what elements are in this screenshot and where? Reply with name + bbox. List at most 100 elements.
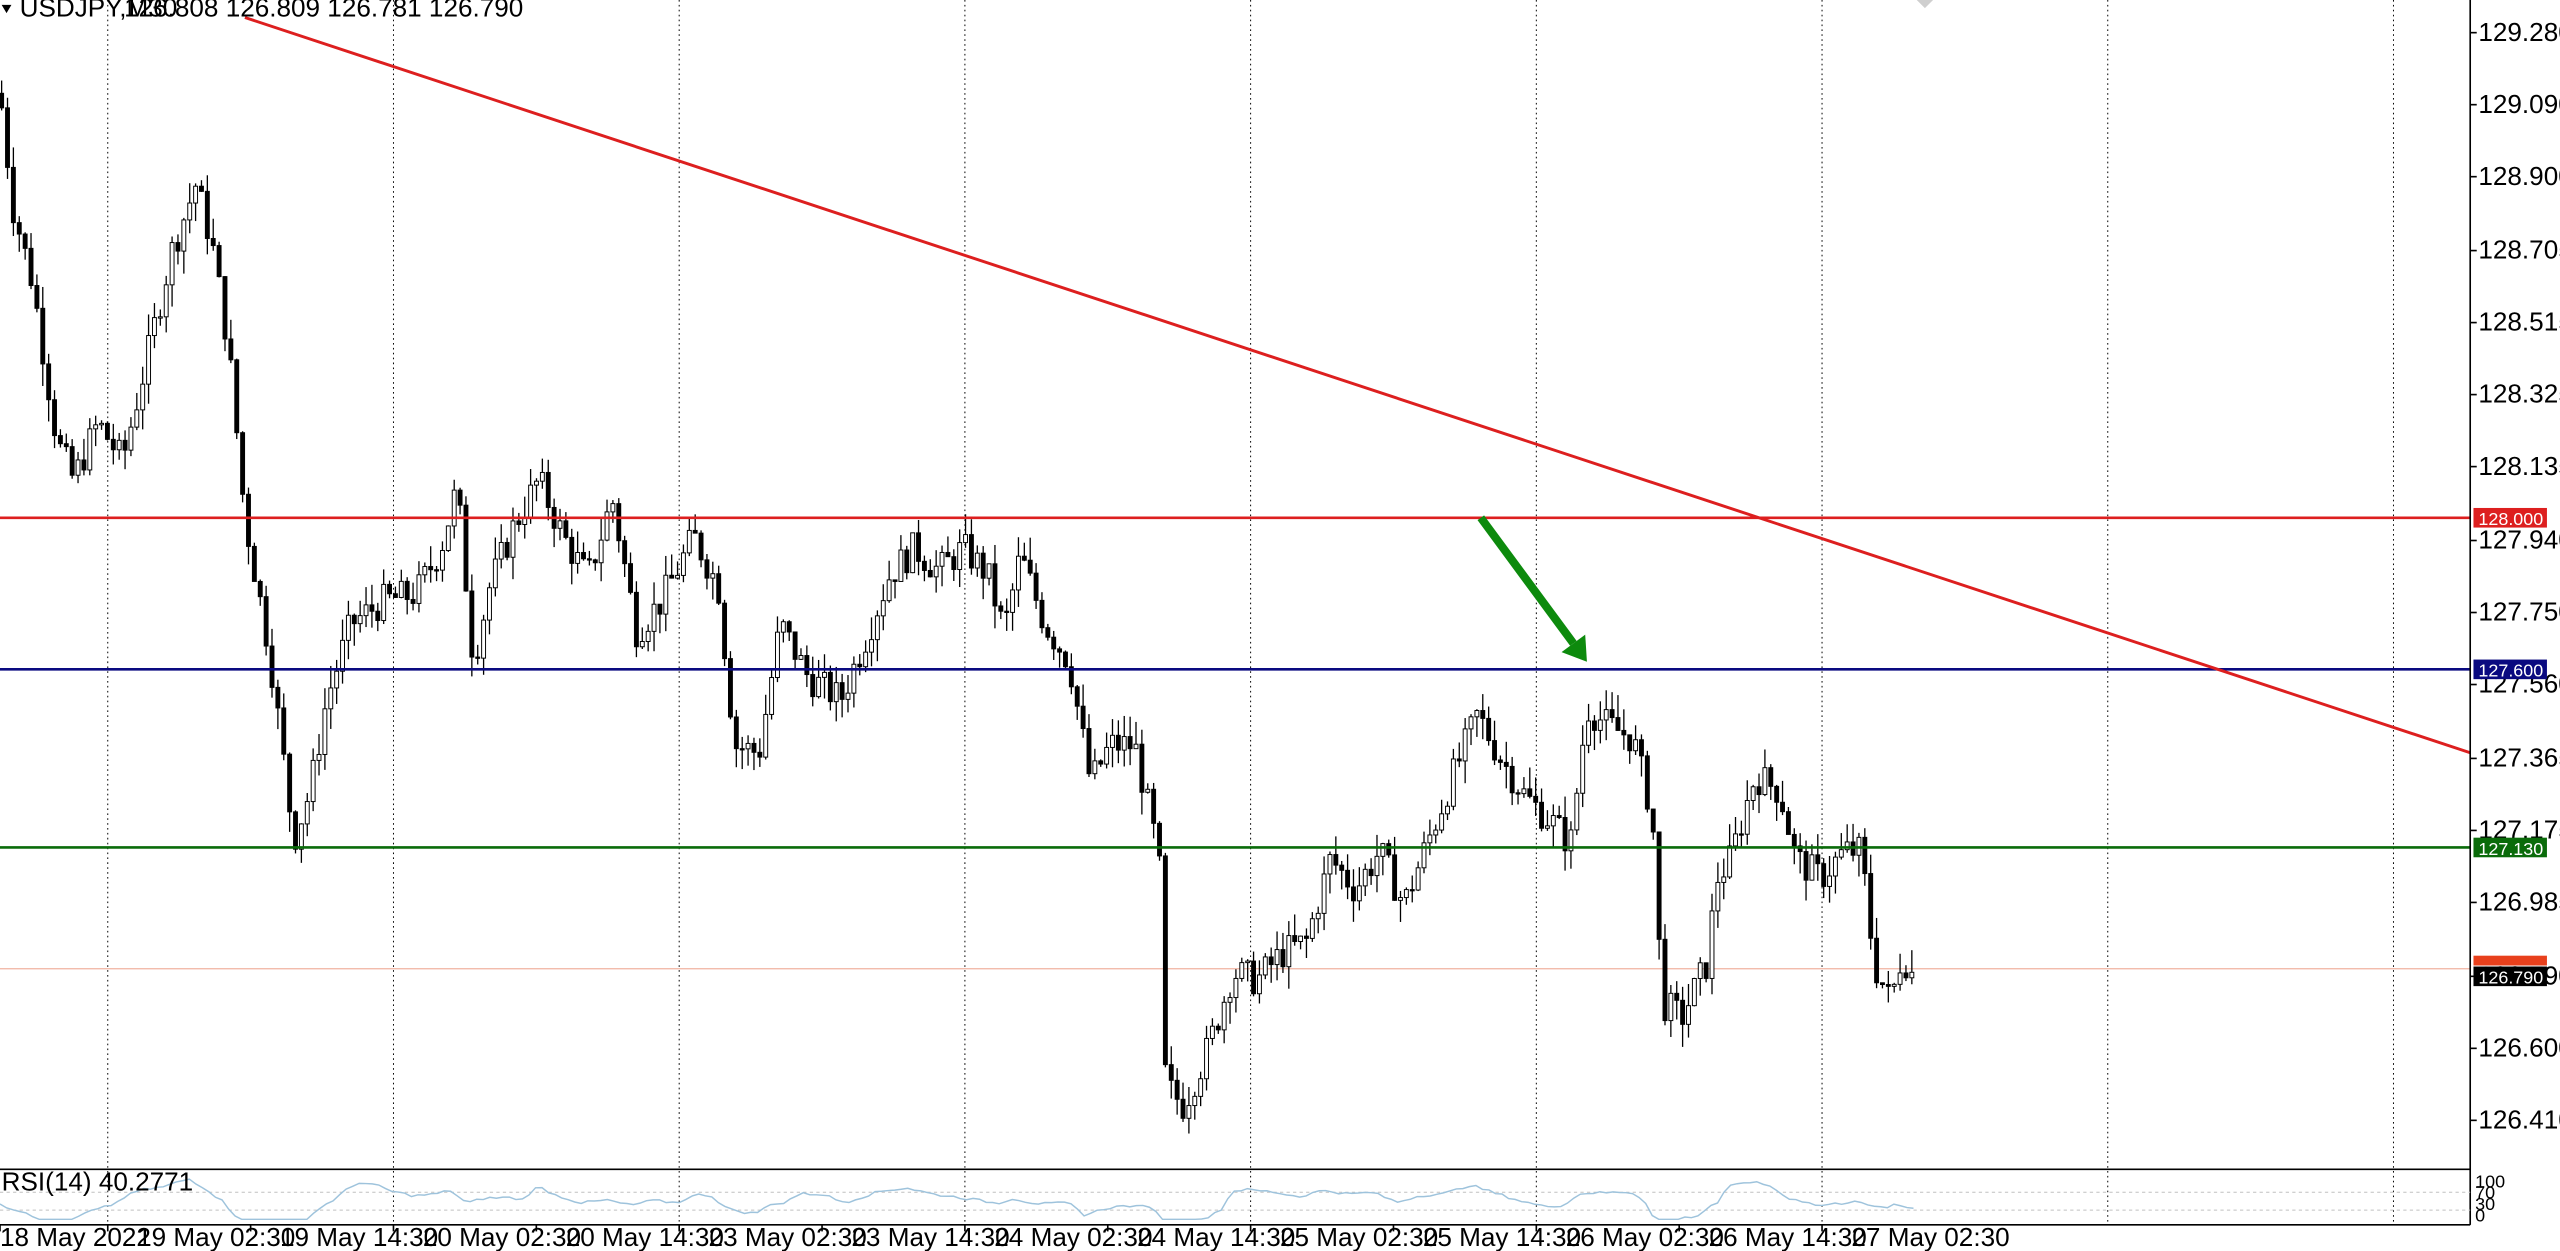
candle-body <box>110 438 116 451</box>
x-tick-label: 27 May 02:30 <box>1851 1222 2009 1251</box>
triangle-down-icon[interactable] <box>1 4 12 14</box>
candle-body <box>986 563 992 579</box>
candle-body <box>827 671 833 703</box>
price-tag-box-127.600 <box>2473 659 2547 680</box>
candle-body <box>1215 1025 1221 1031</box>
candle-body <box>1621 729 1627 736</box>
candle-body <box>1550 815 1556 827</box>
candle-body <box>680 552 686 576</box>
candle-body <box>1380 843 1386 857</box>
candle-body <box>434 569 440 572</box>
candle-body <box>1110 734 1115 748</box>
y-tick-label: 128.135 <box>2478 451 2560 481</box>
candle-body <box>686 529 692 554</box>
candle-body <box>1292 935 1298 942</box>
x-tick-label: 19 May 14:30 <box>280 1222 438 1251</box>
candle-body <box>769 677 775 715</box>
candle-body <box>1051 636 1057 650</box>
candle-body <box>622 540 628 565</box>
candle-body <box>122 439 128 451</box>
candle-body <box>345 614 351 641</box>
candle-body <box>1686 1005 1691 1025</box>
candle-body <box>187 202 193 221</box>
candle-body <box>592 559 598 564</box>
candle-body <box>222 276 228 340</box>
candle-body <box>1445 805 1450 815</box>
candle-body <box>581 552 586 560</box>
candle-body <box>1168 1064 1174 1081</box>
candle-body <box>1345 869 1351 888</box>
candle-body <box>1827 875 1833 887</box>
candle-body <box>569 536 575 564</box>
candle-body <box>992 563 998 607</box>
candle-body <box>1721 876 1727 883</box>
candle-body <box>698 532 704 561</box>
candle-body <box>1068 666 1074 688</box>
candle-body <box>175 242 181 252</box>
candle-body <box>610 503 616 513</box>
candle-body <box>1133 743 1139 750</box>
candle-body <box>598 539 604 564</box>
candle-body <box>798 655 804 660</box>
candle-body <box>1362 868 1368 887</box>
candle-body <box>833 682 839 703</box>
candle-body <box>1115 734 1121 751</box>
candle-body <box>963 534 969 544</box>
x-tick-label: 23 May 02:30 <box>709 1222 867 1251</box>
candle-body <box>0 92 5 109</box>
trendline <box>244 16 2471 755</box>
rsi-level-0: 0 <box>2475 1206 2485 1226</box>
candle-body <box>134 409 140 428</box>
rsi-level-70: 70 <box>2475 1183 2495 1203</box>
candle-body <box>1039 599 1045 629</box>
candle-body <box>1785 811 1791 835</box>
candle-body <box>463 504 469 592</box>
candle-body <box>786 621 792 633</box>
candle-body <box>363 604 369 617</box>
y-tick-label: 128.325 <box>2478 379 2560 409</box>
candle-body <box>1733 833 1738 847</box>
candle-body <box>1315 912 1321 920</box>
candle-body <box>1321 873 1327 914</box>
candle-body <box>1844 841 1850 851</box>
candle-body <box>657 603 663 615</box>
candle-body <box>34 285 40 309</box>
candle-body <box>1880 982 1885 986</box>
candle-body <box>1762 767 1768 796</box>
candle-body <box>1368 868 1374 877</box>
candle-body <box>1162 855 1168 1066</box>
candle-body <box>516 520 522 525</box>
candle-body <box>422 566 428 576</box>
candle-body <box>169 242 175 286</box>
candle-body <box>1680 999 1686 1025</box>
candle-body <box>692 529 698 534</box>
candle-body <box>1509 765 1515 794</box>
candle-body <box>1286 935 1292 968</box>
candle-body <box>1209 1025 1215 1039</box>
candle-body <box>328 687 334 710</box>
candle-body <box>1756 786 1762 796</box>
candle-body <box>304 801 310 825</box>
y-tick-label: 127.365 <box>2478 743 2560 773</box>
candle-body <box>1492 740 1497 761</box>
candle-body <box>1015 555 1021 591</box>
x-tick-label: 19 May 02:30 <box>137 1222 295 1251</box>
candle-body <box>651 603 657 632</box>
candle-body <box>1562 817 1568 852</box>
candle-body <box>1674 992 1680 1001</box>
candle-body <box>1697 962 1703 979</box>
candle-body <box>604 511 610 541</box>
candle-body <box>398 580 404 598</box>
candle-body <box>16 222 22 235</box>
candle-body <box>1515 792 1521 795</box>
y-tick-label: 126.410 <box>2478 1105 2560 1135</box>
candle-body <box>1004 610 1010 614</box>
candle-body <box>863 651 869 668</box>
candle-body <box>451 489 457 527</box>
candle-body <box>416 574 422 604</box>
candle-body <box>722 602 728 660</box>
candle-body <box>1803 851 1809 881</box>
y-tick-label: 127.940 <box>2478 525 2560 555</box>
candle-body <box>10 166 16 224</box>
